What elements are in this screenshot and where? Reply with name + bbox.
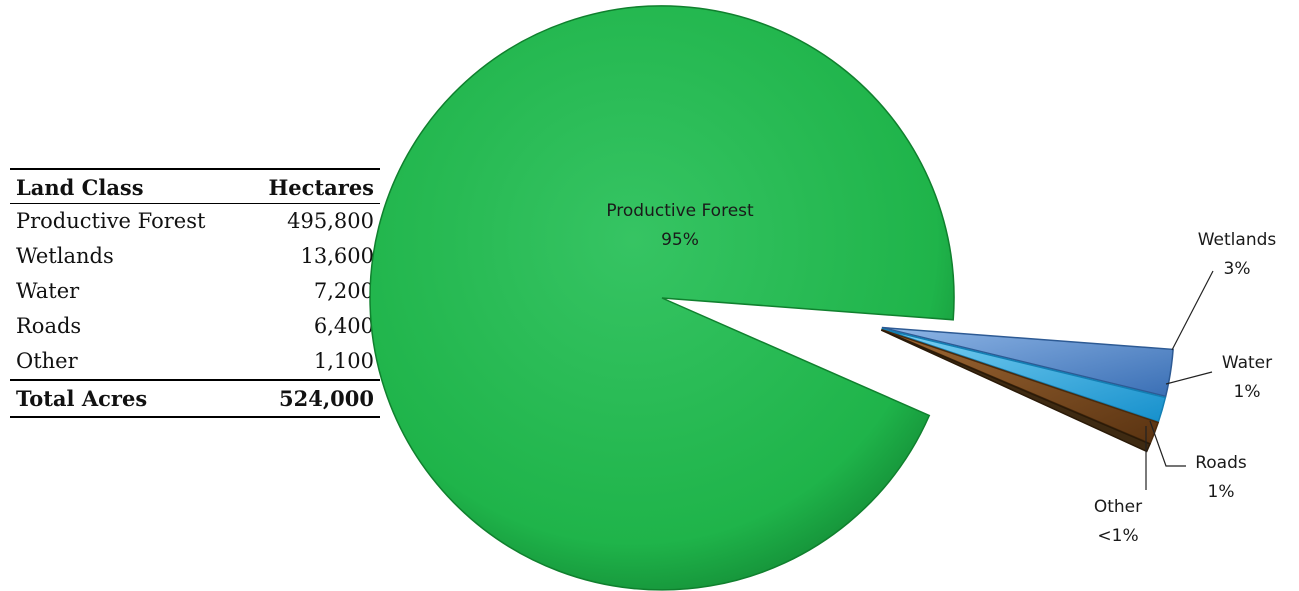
leader-line-wetlands: [1171, 270, 1214, 351]
table-row: Wetlands 13,600: [10, 239, 380, 274]
total-label: Total Acres: [16, 386, 148, 411]
slice-label-water: Water: [1222, 353, 1272, 373]
slice-percent-roads: 1%: [1208, 482, 1235, 502]
row-label: Other: [16, 349, 78, 373]
land-class-table-container: Land Class Hectares Productive Forest 49…: [10, 168, 380, 418]
table-row: Roads 6,400: [10, 309, 380, 344]
leader-line-roads: [1149, 420, 1186, 467]
table-header-row: Land Class Hectares: [10, 169, 380, 204]
row-value: 6,400: [313, 314, 374, 338]
pie-slice-productive-forest: [369, 5, 955, 591]
slice-label-roads: Roads: [1195, 453, 1247, 473]
row-value: 7,200: [313, 279, 374, 303]
pie-slice-other: [880, 329, 1151, 453]
pie-labels: Productive Forest 95% Wetlands 3% Water 1% Roa…: [606, 201, 1276, 546]
slice-percent-other: <1%: [1097, 526, 1138, 546]
table-total-row: Total Acres 524,000: [10, 380, 380, 417]
leader-line-water: [1165, 371, 1213, 385]
pie-slices: [369, 5, 1174, 591]
table-row: Productive Forest 495,800: [10, 204, 380, 240]
row-value: 1,100: [313, 349, 374, 373]
row-label: Productive Forest: [16, 209, 206, 233]
slice-percent-wetlands: 3%: [1224, 259, 1251, 279]
row-label: Water: [16, 279, 80, 303]
pie-leader-lines: [1145, 270, 1214, 490]
row-value: 495,800: [287, 209, 374, 233]
land-class-table: Land Class Hectares Productive Forest 49…: [10, 168, 380, 418]
pie-slice-wetlands: [881, 326, 1174, 398]
row-label: Roads: [16, 314, 82, 338]
row-value: 13,600: [300, 244, 374, 268]
slice-percent-productive-forest: 95%: [661, 230, 699, 250]
slice-label-productive-forest: Productive Forest: [606, 201, 754, 221]
slice-label-other: Other: [1094, 497, 1142, 517]
table-row: Water 7,200: [10, 274, 380, 309]
slice-label-wetlands: Wetlands: [1198, 230, 1277, 250]
header-hectares: Hectares: [268, 175, 374, 200]
header-land-class: Land Class: [16, 175, 144, 200]
table-row: Other 1,100: [10, 344, 380, 380]
slice-percent-water: 1%: [1234, 382, 1261, 402]
row-label: Wetlands: [16, 244, 114, 268]
total-value: 524,000: [279, 386, 374, 411]
